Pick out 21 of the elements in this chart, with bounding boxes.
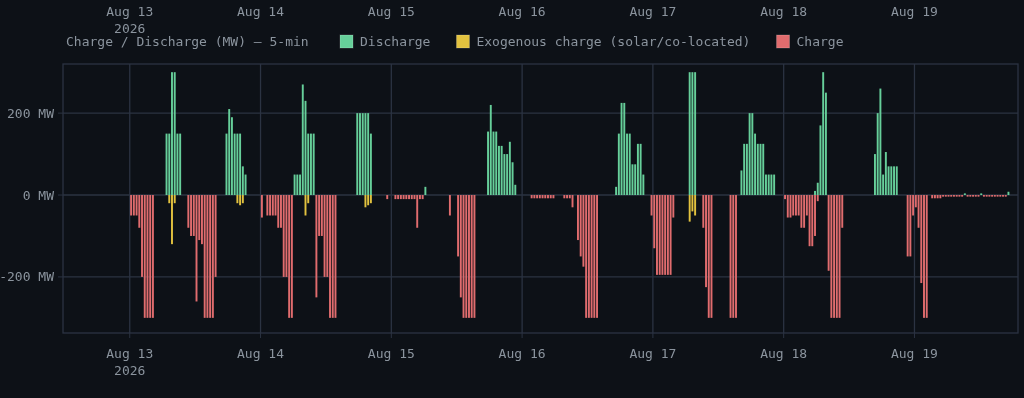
legend-label: Discharge <box>360 34 431 49</box>
x-tick-label: Aug 18 <box>760 346 808 361</box>
x2-tick-label: Aug 14 <box>237 4 285 19</box>
x-tick-label: Aug 16 <box>498 346 546 361</box>
x2-tick-label: Aug 13 2026 <box>106 4 154 36</box>
x2-tick-label: Aug 16 <box>498 4 546 19</box>
x-tick-label: Aug 13 2026 <box>106 346 154 378</box>
y-tick-label: 0 MW <box>22 187 55 203</box>
x2-tick-label: Aug 15 <box>367 4 415 19</box>
x-tick-label: Aug 14 <box>237 346 285 361</box>
y-tick-label: 200 MW <box>7 105 55 121</box>
y-tick-label: -200 MW <box>0 269 55 285</box>
legend-label: Exogenous charge (solar/co-located) <box>476 34 751 49</box>
x-tick-label: Aug 19 <box>890 346 938 361</box>
x2-tick-label: Aug 18 <box>760 4 808 19</box>
x-tick-label: Aug 17 <box>629 346 677 361</box>
x-tick-label: Aug 15 <box>367 346 415 361</box>
chart-title: Charge / Discharge (MW) — 5-min <box>66 34 309 49</box>
x2-tick-label: Aug 19 <box>890 4 938 19</box>
legend-label: Charge <box>796 34 844 49</box>
x2-tick-label: Aug 17 <box>629 4 677 19</box>
